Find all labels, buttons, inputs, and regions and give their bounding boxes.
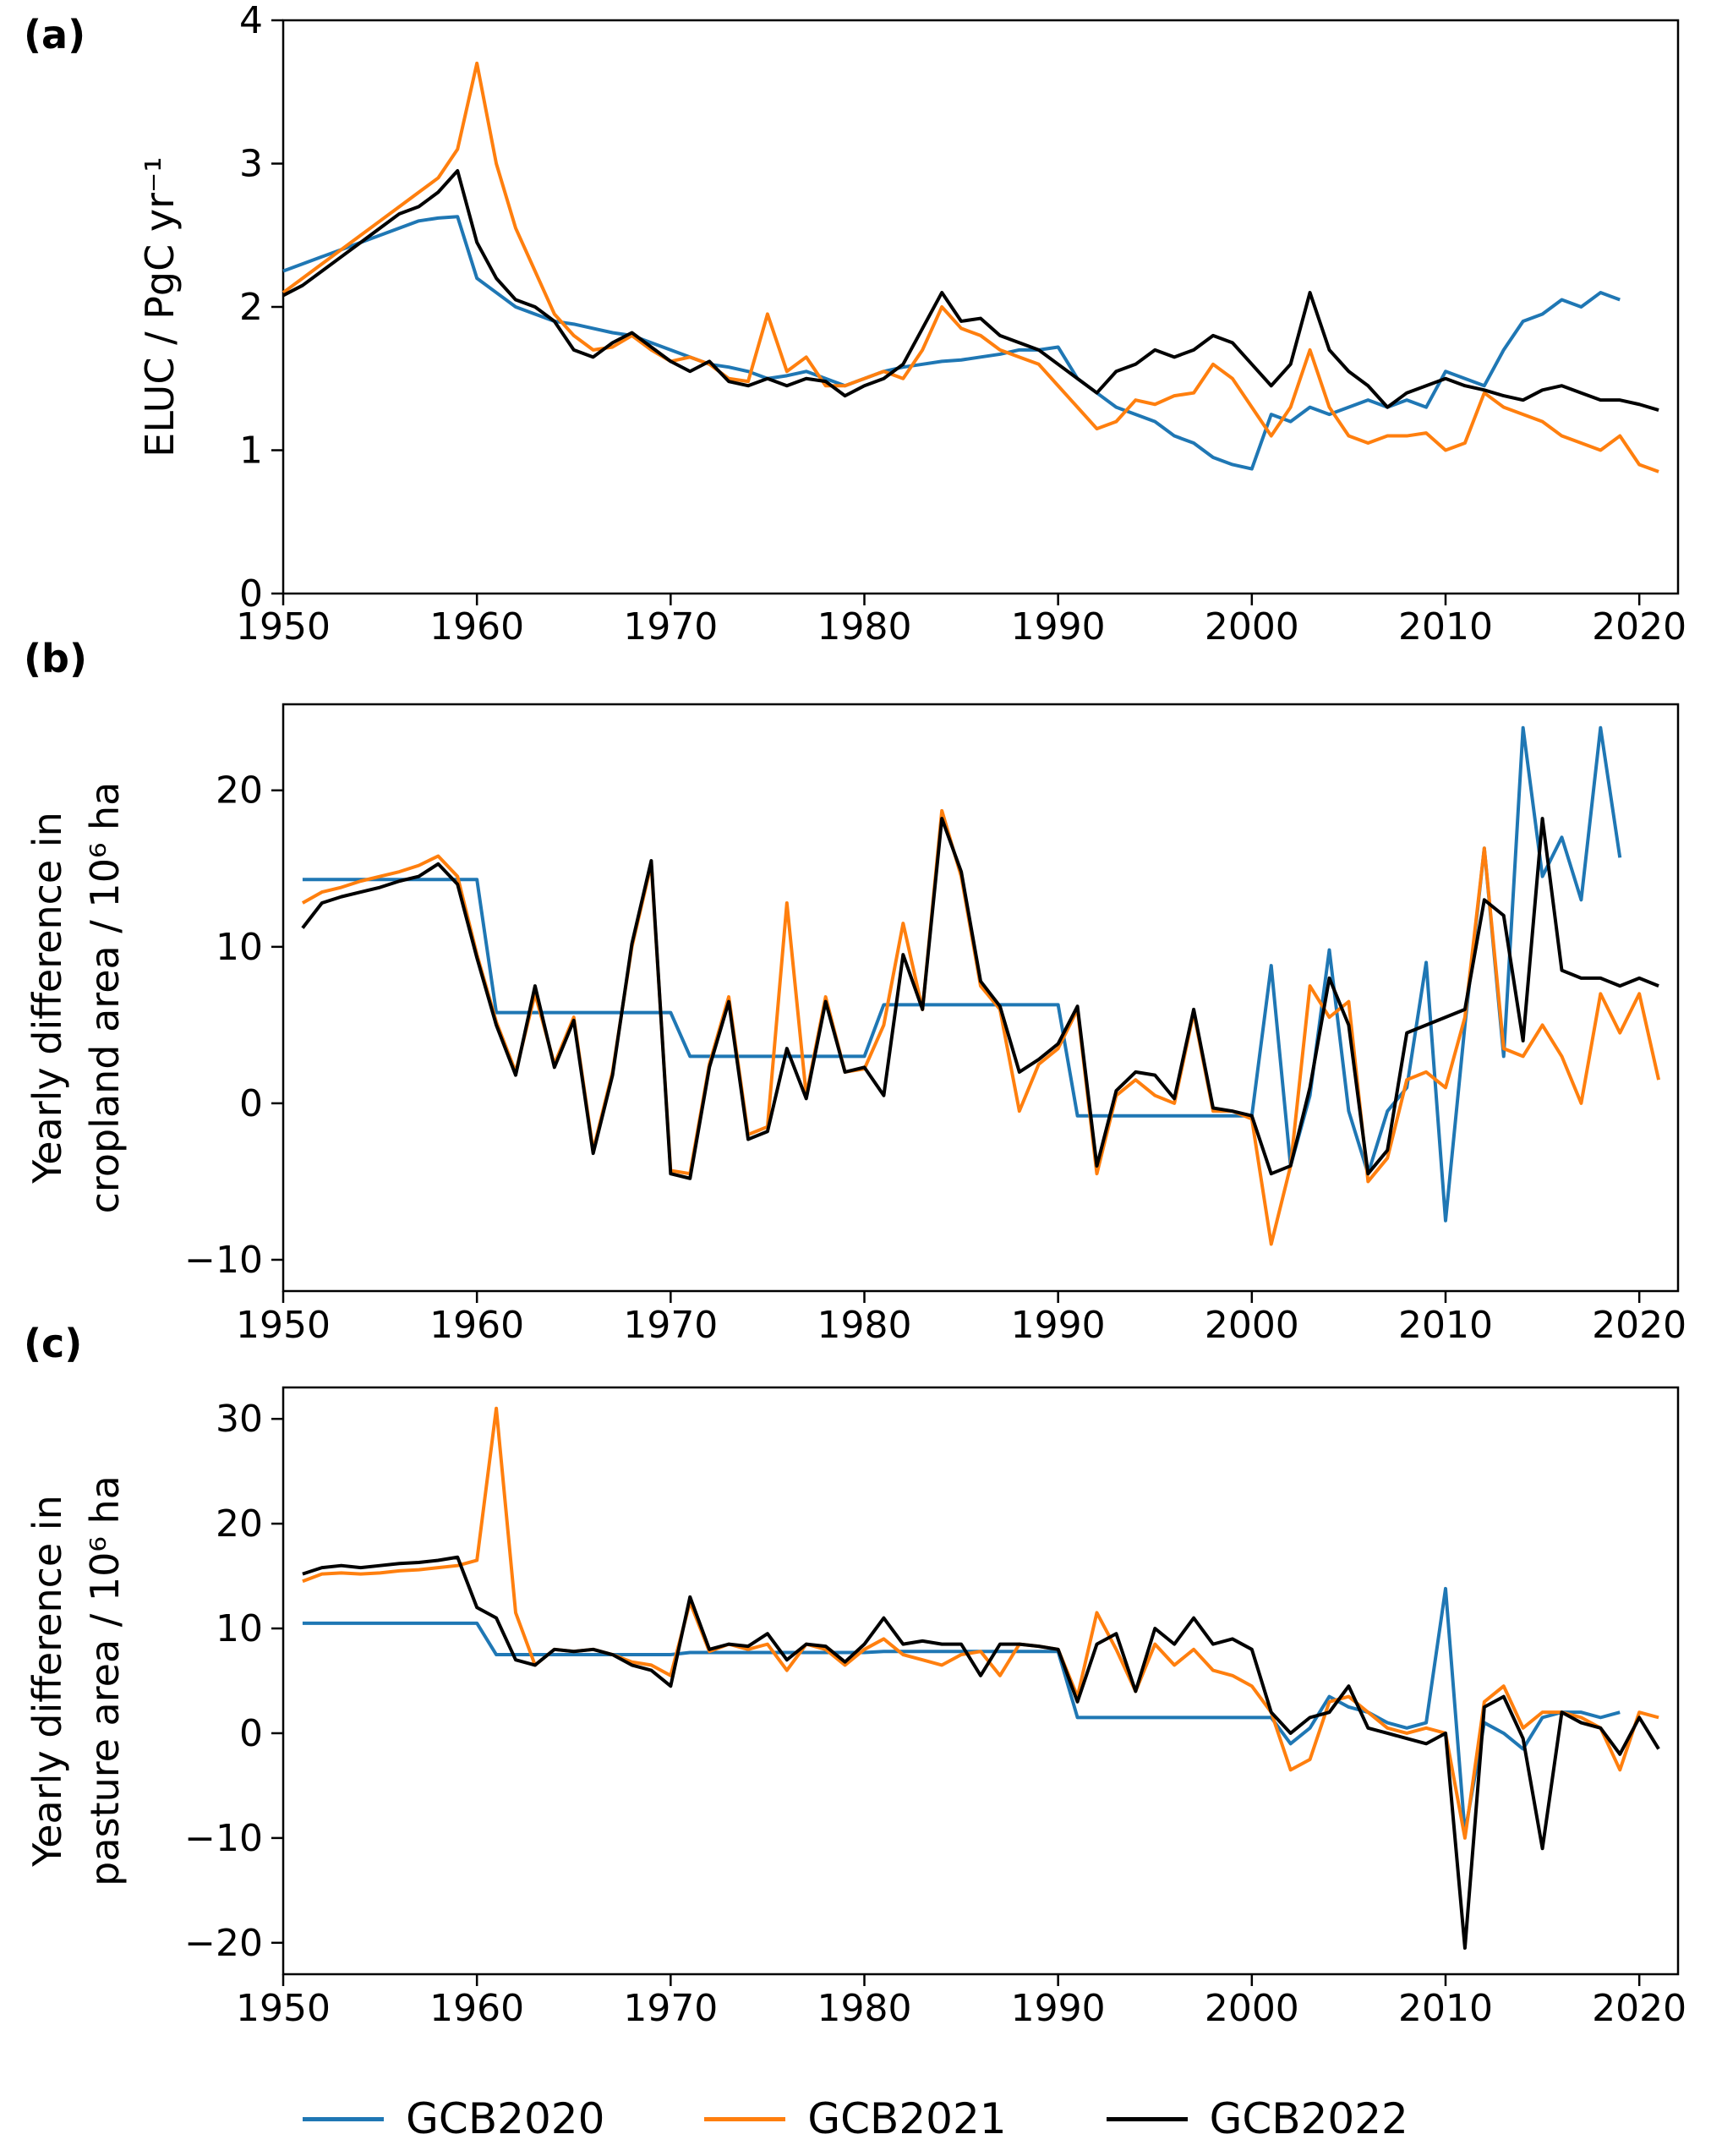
svg-text:1960: 1960 <box>429 1304 524 1344</box>
svg-text:2020: 2020 <box>1592 1987 1686 2030</box>
legend-item-gcb2021: GCB2021 <box>704 2094 1007 2143</box>
svg-text:1950: 1950 <box>236 1987 331 2030</box>
svg-text:1970: 1970 <box>623 1304 718 1344</box>
svg-text:1980: 1980 <box>817 1987 912 2030</box>
svg-text:1990: 1990 <box>1011 605 1106 648</box>
svg-text:1980: 1980 <box>817 1304 912 1344</box>
svg-text:2000: 2000 <box>1205 1987 1299 2030</box>
svg-text:ELUC / PgC yr⁻¹: ELUC / PgC yr⁻¹ <box>137 156 183 457</box>
panel-a-label: (a) <box>24 12 86 57</box>
svg-text:0: 0 <box>239 572 263 616</box>
svg-text:−10: −10 <box>184 1239 263 1282</box>
svg-text:0: 0 <box>239 1712 263 1755</box>
svg-text:1950: 1950 <box>236 605 331 648</box>
svg-text:20: 20 <box>216 1502 263 1546</box>
svg-text:cropland area / 10⁶ ha: cropland area / 10⁶ ha <box>82 782 128 1214</box>
chart-eluc: 1950 1960 1970 1980 1990 2000 2010 2020 0 1 2 3 4 ELU… <box>137 0 1686 648</box>
legend: GCB2020 GCB2021 GCB2022 <box>0 2082 1711 2156</box>
svg-text:20: 20 <box>216 769 263 813</box>
svg-text:0: 0 <box>239 1082 263 1125</box>
svg-text:1980: 1980 <box>817 605 912 648</box>
gcb2021-legend-label: GCB2021 <box>807 2094 1007 2143</box>
svg-text:2000: 2000 <box>1205 1304 1299 1344</box>
svg-text:1970: 1970 <box>623 1987 718 2030</box>
svg-text:10: 10 <box>216 1607 263 1650</box>
svg-text:3: 3 <box>239 142 263 185</box>
svg-text:1960: 1960 <box>429 605 524 648</box>
chart-cropland-difference: 1950 1960 1970 1980 1990 2000 2010 2020 −10 0 10 20… <box>25 703 1686 1344</box>
gcb2020-legend-label: GCB2020 <box>406 2094 605 2143</box>
svg-text:−20: −20 <box>184 1922 263 1965</box>
panel-b-label: (b) <box>24 636 87 681</box>
svg-text:1950: 1950 <box>236 1304 331 1344</box>
svg-text:1990: 1990 <box>1011 1987 1106 2030</box>
svg-text:1960: 1960 <box>429 1987 524 2030</box>
svg-text:2010: 2010 <box>1398 605 1493 648</box>
svg-text:Yearly difference in: Yearly difference in <box>25 1495 70 1868</box>
svg-text:2020: 2020 <box>1592 1304 1686 1344</box>
gcb2022-line-sample <box>1106 2116 1188 2121</box>
gcb2022-legend-label: GCB2022 <box>1209 2094 1408 2143</box>
chart-pasture-difference: 1950 1960 1970 1980 1990 2000 2010 2020 −20 −10 0 1… <box>25 1386 1686 2030</box>
svg-text:Yearly difference in: Yearly difference in <box>25 812 70 1185</box>
gcb2021-line-sample <box>704 2116 786 2121</box>
svg-text:1: 1 <box>239 429 263 472</box>
svg-text:2000: 2000 <box>1205 605 1299 648</box>
svg-text:2010: 2010 <box>1398 1987 1493 2030</box>
svg-text:2: 2 <box>239 286 263 329</box>
panel-c-label: (c) <box>24 1321 83 1366</box>
svg-text:10: 10 <box>216 926 263 969</box>
svg-text:2020: 2020 <box>1592 605 1686 648</box>
legend-item-gcb2022: GCB2022 <box>1106 2094 1408 2143</box>
svg-text:4: 4 <box>239 0 263 42</box>
svg-text:pasture area / 10⁶ ha: pasture area / 10⁶ ha <box>82 1475 128 1886</box>
legend-item-gcb2020: GCB2020 <box>303 2094 604 2143</box>
svg-text:1970: 1970 <box>623 605 718 648</box>
gcb2020-line-sample <box>303 2116 385 2121</box>
svg-text:2010: 2010 <box>1398 1304 1493 1344</box>
svg-text:30: 30 <box>216 1398 263 1441</box>
svg-text:1990: 1990 <box>1011 1304 1106 1344</box>
svg-text:−10: −10 <box>184 1817 263 1860</box>
